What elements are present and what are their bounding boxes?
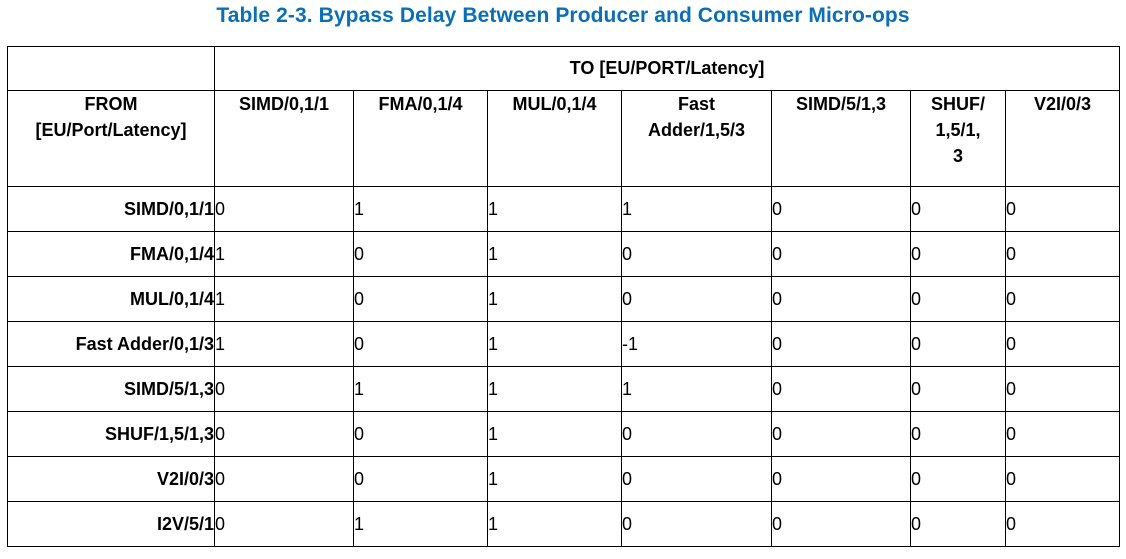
table-cell: 1 — [487, 501, 622, 547]
table-cell: 0 — [771, 186, 911, 232]
table-top-header-row: TO [EU/PORT/Latency] — [7, 46, 1121, 91]
from-header: FROM [EU/Port/Latency] — [7, 90, 215, 187]
table-cell: 0 — [353, 411, 488, 457]
table-cell: 0 — [1004, 501, 1121, 547]
table-cell: 0 — [621, 456, 772, 502]
row-label: I2V/5/1 — [7, 501, 215, 547]
table-cell: 0 — [621, 411, 772, 457]
table-row: V2I/0/3 0 0 1 0 0 0 0 — [7, 456, 1121, 502]
table-cell: 0 — [771, 231, 911, 277]
table-cell: 1 — [621, 186, 772, 232]
table-cell: 1 — [487, 186, 622, 232]
table-cell: 0 — [214, 501, 354, 547]
table-caption: Table 2-3. Bypass Delay Between Producer… — [216, 4, 910, 27]
table-cell: 0 — [771, 411, 911, 457]
row-label: MUL/0,1/4 — [7, 276, 215, 322]
table-row: SIMD/0,1/1 0 1 1 1 0 0 0 — [7, 186, 1121, 232]
table-cell: 1 — [621, 366, 772, 412]
table-cell: 0 — [910, 186, 1006, 232]
table-cell: 0 — [910, 276, 1006, 322]
column-header: SHUF/ 1,5/1, 3 — [910, 90, 1006, 187]
table-cell: 0 — [1004, 456, 1121, 502]
table-cell: 0 — [910, 456, 1006, 502]
table-cell: 0 — [771, 276, 911, 322]
table-cell: 1 — [353, 186, 488, 232]
bypass-delay-table: TO [EU/PORT/Latency] FROM [EU/Port/Laten… — [7, 46, 1121, 547]
table-cell: 0 — [1004, 321, 1121, 367]
table-cell: 0 — [214, 366, 354, 412]
column-header: Fast Adder/1,5/3 — [621, 90, 772, 187]
table-cell: 1 — [353, 366, 488, 412]
table-cell: 0 — [621, 231, 772, 277]
table-cell: 1 — [487, 231, 622, 277]
table-cell: 1 — [487, 456, 622, 502]
table-cell: 0 — [910, 501, 1006, 547]
table-row: MUL/0,1/4 1 0 1 0 0 0 0 — [7, 276, 1121, 322]
table-row: SIMD/5/1,3 0 1 1 1 0 0 0 — [7, 366, 1121, 412]
column-header: FMA/0,1/4 — [353, 90, 488, 187]
table-cell: 0 — [910, 411, 1006, 457]
table-cell: 0 — [353, 231, 488, 277]
column-header: MUL/0,1/4 — [487, 90, 622, 187]
table-cell: 1 — [487, 366, 622, 412]
row-label: SIMD/0,1/1 — [7, 186, 215, 232]
table-cell: 1 — [487, 276, 622, 322]
table-cell: 0 — [1004, 186, 1121, 232]
table-cell: 0 — [771, 501, 911, 547]
table-cell: 1 — [353, 501, 488, 547]
corner-cell — [7, 46, 215, 91]
row-label: FMA/0,1/4 — [7, 231, 215, 277]
table-row: FMA/0,1/4 1 0 1 0 0 0 0 — [7, 231, 1121, 277]
table-row: SHUF/1,5/1,3 0 0 1 0 0 0 0 — [7, 411, 1121, 457]
table-cell: 0 — [910, 231, 1006, 277]
row-label: V2I/0/3 — [7, 456, 215, 502]
table-cell: 0 — [353, 276, 488, 322]
table-cell: 0 — [214, 411, 354, 457]
column-header: SIMD/5/1,3 — [771, 90, 911, 187]
table-cell: -1 — [621, 321, 772, 367]
table-cell: 0 — [910, 366, 1006, 412]
column-header: SIMD/0,1/1 — [214, 90, 354, 187]
table-cell: 0 — [214, 186, 354, 232]
table-cell: 0 — [910, 321, 1006, 367]
table-cell: 1 — [214, 321, 354, 367]
to-header: TO [EU/PORT/Latency] — [213, 46, 1121, 91]
table-cell: 1 — [214, 276, 354, 322]
row-label: Fast Adder/0,1/3 — [7, 321, 215, 367]
table-cell: 0 — [214, 456, 354, 502]
table-cell: 1 — [214, 231, 354, 277]
column-header-row: FROM [EU/Port/Latency] SIMD/0,1/1 FMA/0,… — [7, 90, 1121, 187]
table-cell: 1 — [487, 321, 622, 367]
table-cell: 0 — [353, 456, 488, 502]
table-cell: 0 — [771, 321, 911, 367]
table-row: Fast Adder/0,1/3 1 0 1 -1 0 0 0 — [7, 321, 1121, 367]
table-cell: 1 — [487, 411, 622, 457]
table-row: I2V/5/1 0 1 1 0 0 0 0 — [7, 501, 1121, 547]
table-cell: 0 — [1004, 366, 1121, 412]
table-cell: 0 — [1004, 411, 1121, 457]
row-label: SHUF/1,5/1,3 — [7, 411, 215, 457]
table-cell: 0 — [1004, 276, 1121, 322]
table-cell: 0 — [621, 276, 772, 322]
column-header: V2I/0/3 — [1004, 90, 1121, 187]
row-label: SIMD/5/1,3 — [7, 366, 215, 412]
table-cell: 0 — [771, 456, 911, 502]
table-cell: 0 — [771, 366, 911, 412]
table-cell: 0 — [353, 321, 488, 367]
table-cell: 0 — [1004, 231, 1121, 277]
table-cell: 0 — [621, 501, 772, 547]
